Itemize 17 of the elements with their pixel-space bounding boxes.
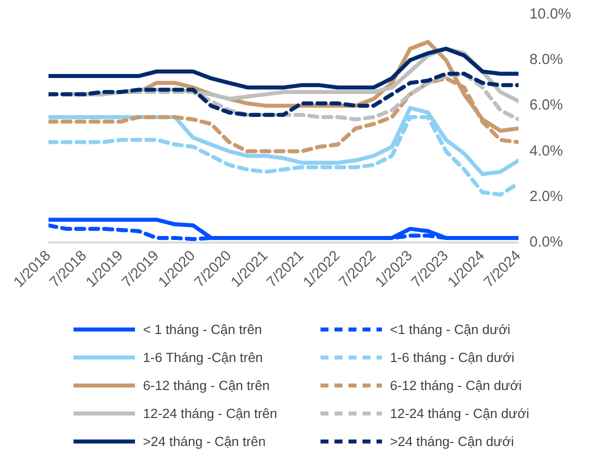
y-tick-label: 0.0% <box>530 234 563 250</box>
legend-label: <1 tháng - Cận dưới <box>390 321 512 337</box>
legend-label: 6-12 tháng - Cận trên <box>143 377 271 393</box>
y-tick-label: 4.0% <box>530 143 563 160</box>
line-series <box>48 46 518 90</box>
legend-label: 12-24 tháng - Cận trên <box>143 405 278 421</box>
legend-label: 12-24 tháng - Cận dưới <box>390 405 530 421</box>
legend-label: >24 tháng- Cận dưới <box>390 433 515 449</box>
y-tick-label: 2.0% <box>530 188 563 205</box>
y-tick-label: 10.0% <box>530 6 572 22</box>
legend-label: >24 tháng - Cận trên <box>143 433 267 449</box>
legend-label: 1-6 tháng - Cận dưới <box>390 349 516 365</box>
legend-label: 1-6 Tháng -Cận trên <box>143 349 264 365</box>
legend-label: < 1 tháng - Cận trên <box>143 321 263 337</box>
legend-label: 6-12 tháng - Cận dưới <box>390 377 523 393</box>
y-tick-label: 8.0% <box>530 52 563 68</box>
y-tick-label: 6.0% <box>530 98 563 114</box>
